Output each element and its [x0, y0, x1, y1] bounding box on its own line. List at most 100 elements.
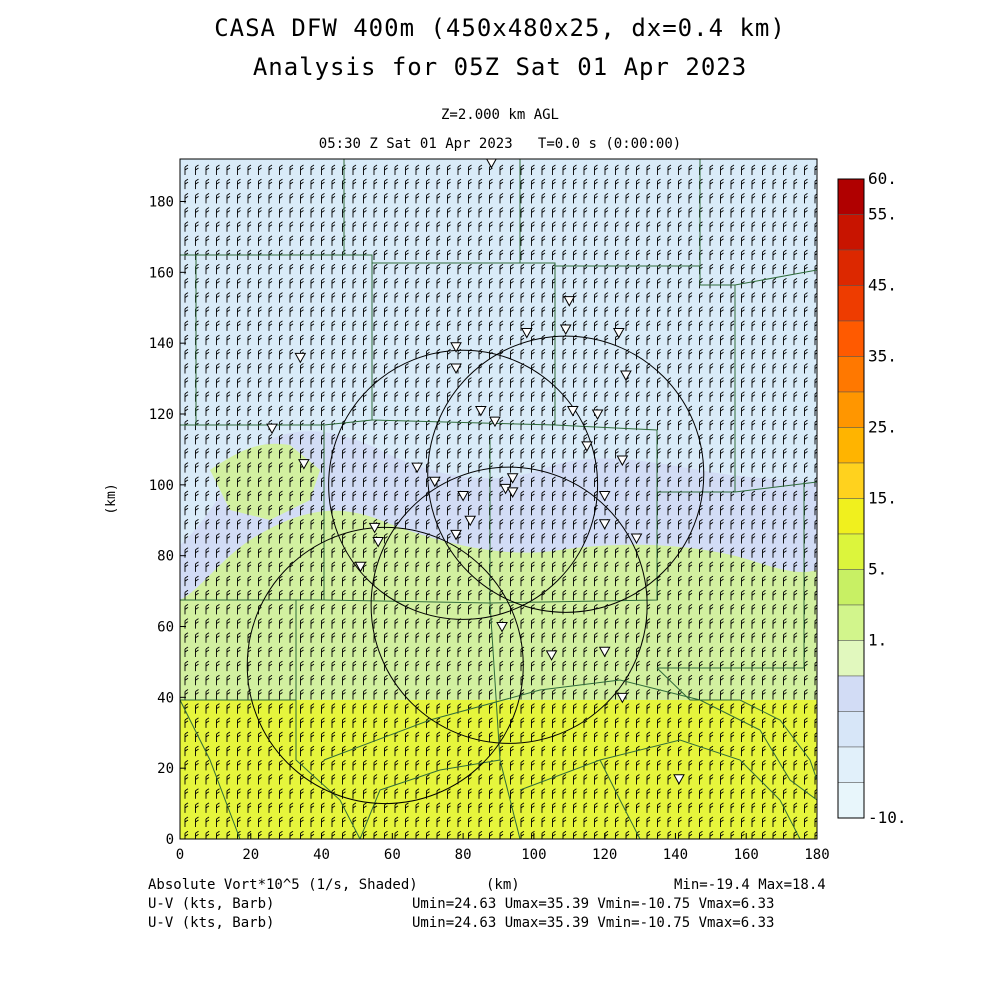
x-tick-label: 80 [455, 847, 472, 863]
colorbar-swatch [837, 746, 865, 783]
x-tick-label: 140 [663, 847, 688, 863]
radar-site-marker [489, 416, 501, 428]
colorbar-label: 45. [868, 276, 897, 295]
radar-site-marker [496, 622, 508, 633]
wind2-label: U-V (kts, Barb) [148, 915, 275, 931]
x-axis-unit: (km) [486, 877, 520, 893]
y-tick-label: 60 [157, 620, 174, 636]
radar-site-marker [450, 529, 462, 541]
radar-site-marker [612, 328, 625, 339]
y-tick-label: 140 [149, 336, 174, 352]
y-tick-label: 20 [157, 761, 174, 777]
x-axis: 0 20 40 60 80 100 120 140 160 180 [176, 833, 830, 863]
radar-site-marker [354, 561, 367, 573]
radar-site-marker [294, 352, 307, 364]
colorbar-swatch [837, 462, 865, 499]
radar-site-marker [520, 328, 533, 339]
radar-site-marker [457, 490, 469, 502]
minmax-label: Min=-19.4 Max=18.4 [674, 877, 826, 893]
valid-time-label: 05:30 Z Sat 01 Apr 2023 T=0.0 s (0:00:00… [318, 136, 682, 152]
x-tick-label: 60 [384, 847, 401, 863]
radar-site-marker [598, 490, 611, 502]
radar-site-marker [563, 296, 576, 307]
colorbar-swatch [837, 356, 865, 393]
radar-site-marker [559, 324, 572, 336]
plot-frame [179, 158, 818, 840]
radar-site-marker [266, 423, 278, 435]
wind1-stats: Umin=24.63 Umax=35.39 Vmin=-10.75 Vmax=6… [412, 896, 775, 912]
colorbar-label: 35. [868, 347, 897, 366]
colorbar-label: -10. [868, 808, 907, 827]
radar-ring [427, 335, 705, 613]
radar-site-marker [630, 533, 643, 544]
radar-site-marker [598, 519, 611, 530]
county-borders [180, 159, 817, 839]
y-tick-label: 100 [149, 478, 174, 494]
colorbar-swatch [837, 427, 865, 464]
radar-ring [370, 466, 648, 744]
x-tick-label: 100 [521, 847, 546, 863]
colorbar-frame [837, 178, 865, 819]
radar-site-marker [566, 405, 579, 417]
colorbar-label: 5. [868, 560, 887, 579]
colorbar-swatch [837, 320, 865, 357]
radar-site-marker [598, 646, 611, 658]
y-axis: 0 20 40 60 80 100 120 140 160 180 [149, 195, 186, 848]
plot-area [180, 159, 817, 839]
y-axis-label: (km) [104, 483, 119, 514]
colorbar-swatch [837, 604, 865, 641]
y-tick-label: 120 [149, 407, 174, 423]
level-label: Z=2.000 km AGL [440, 107, 559, 123]
radar-ring [328, 349, 599, 620]
x-tick-label: 0 [176, 847, 184, 863]
radar-site-marker [372, 537, 385, 548]
x-tick-label: 20 [242, 847, 259, 863]
x-tick-label: 40 [313, 847, 330, 863]
colorbar-swatch [837, 391, 865, 428]
radar-site-marker [368, 522, 381, 534]
colorbar-label: 60. [868, 169, 897, 188]
radar-site-marker [298, 459, 310, 470]
colorbar-swatch [837, 178, 865, 215]
wind2-stats: Umin=24.63 Umax=35.39 Vmin=-10.75 Vmax=6… [412, 915, 775, 931]
colorbar-swatch [837, 249, 865, 286]
radar-site-marker [474, 405, 487, 417]
colorbar-label: 25. [868, 418, 897, 437]
colorbar-swatch [837, 675, 865, 712]
wind-barb [184, 164, 817, 839]
x-tick-label: 180 [804, 847, 829, 863]
radar-site-marker [428, 476, 441, 488]
radar-site-marker [506, 473, 519, 484]
chart-title: CASA DFW 400m (450x480x25, dx=0.4 km) [214, 14, 786, 42]
y-tick-label: 40 [157, 690, 174, 706]
y-tick-label: 0 [166, 832, 174, 848]
radar-ring [246, 526, 524, 805]
radar-site-marker [616, 455, 629, 467]
radar-sites [266, 159, 685, 785]
radar-site-marker [506, 487, 519, 498]
radar-site-marker [450, 342, 462, 353]
radar-site-marker [616, 692, 629, 704]
colorbar: 60. 55. 45. 35. 25. 15. 5. 1. -10. [837, 169, 907, 827]
x-tick-label: 160 [734, 847, 759, 863]
colorbar-swatch [837, 640, 865, 677]
x-tick-label: 120 [592, 847, 617, 863]
radar-site-marker [450, 363, 462, 374]
radar-site-marker [620, 370, 632, 382]
chart-subtitle: Analysis for 05Z Sat 01 Apr 2023 [252, 53, 748, 81]
colorbar-label: 1. [868, 631, 887, 650]
colorbar-swatch [837, 711, 865, 748]
colorbar-label: 55. [868, 205, 897, 224]
colorbar-swatch [837, 569, 865, 606]
radar-site-marker [591, 409, 604, 421]
radar-site-marker [464, 515, 477, 527]
colorbar-swatch [837, 214, 865, 251]
radar-site-marker [673, 774, 685, 785]
colorbar-swatch [837, 782, 865, 819]
y-tick-label: 180 [149, 195, 174, 211]
colorbar-swatch [837, 285, 865, 322]
colorbar-label: 15. [868, 489, 897, 508]
wind-barbs [184, 164, 817, 839]
radar-site-marker [486, 159, 497, 169]
